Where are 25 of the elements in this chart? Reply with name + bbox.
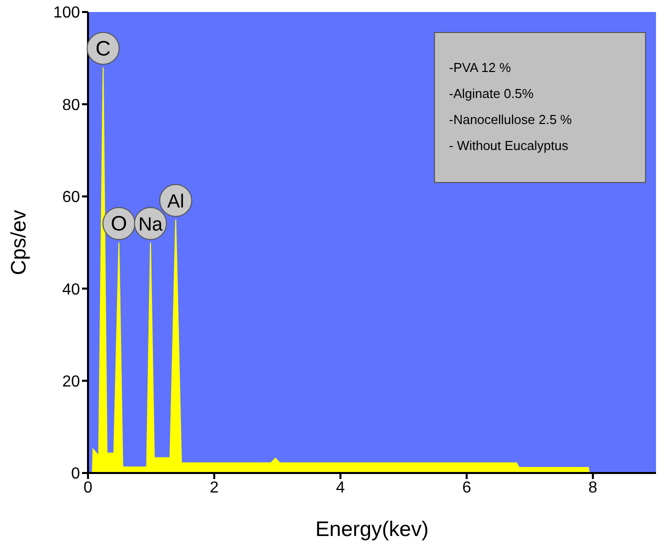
y-axis-title: Cps/ev xyxy=(7,209,30,276)
y-tick-label: 20 xyxy=(62,373,80,390)
annotation: Al xyxy=(167,191,184,212)
x-tick-label: 2 xyxy=(210,479,219,496)
label-bubble: C xyxy=(86,32,120,65)
y-tick-label: 100 xyxy=(53,4,80,22)
annotation: C xyxy=(96,37,111,60)
annotation: O xyxy=(110,212,128,236)
label-bubble: Al xyxy=(159,184,192,217)
x-tick-label: 0 xyxy=(84,479,93,496)
x-tick-label: 4 xyxy=(336,479,345,496)
annotation: - Without Eucalyptus xyxy=(449,137,570,155)
y-tick-label: 40 xyxy=(62,281,80,298)
x-axis-title: Energy(kev) xyxy=(315,518,429,541)
label-bubble: Na xyxy=(134,207,167,240)
x-tick-label: 8 xyxy=(588,479,598,496)
annotation: -Alginate 0.5% xyxy=(449,85,535,103)
y-tick-label: 0 xyxy=(71,466,80,483)
label-bubble: O xyxy=(102,207,136,240)
y-tick-label: 80 xyxy=(62,96,80,114)
x-tick-label: 6 xyxy=(462,479,472,496)
annotation: -Nanocellulose 2.5 % xyxy=(449,111,573,129)
annotation: -PVA 12 % xyxy=(449,59,512,77)
annotation: Na xyxy=(138,214,164,236)
y-tick-label: 60 xyxy=(62,189,80,206)
